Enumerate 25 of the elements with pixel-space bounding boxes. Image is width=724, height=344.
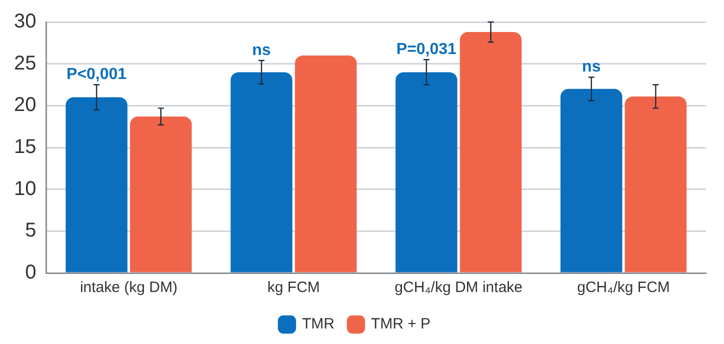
y-tick-label: 5 xyxy=(25,220,36,242)
x-tick-label: intake (kg DM) xyxy=(80,279,178,296)
bar xyxy=(560,88,622,272)
annotation: P=0,031 xyxy=(396,41,457,58)
bar xyxy=(624,96,687,272)
x-tick-label: gCH₄/kg DM intake xyxy=(394,279,523,296)
y-tick-label: 0 xyxy=(25,262,36,284)
bar xyxy=(230,72,292,272)
annotation: ns xyxy=(582,58,601,76)
y-tick-label: 15 xyxy=(14,136,36,158)
bar xyxy=(66,97,128,272)
legend-label: TMR xyxy=(302,316,335,333)
legend-label: TMR + P xyxy=(370,316,431,333)
bar xyxy=(130,116,192,272)
y-tick-label: 25 xyxy=(14,52,36,74)
y-tick-label: 20 xyxy=(14,94,36,116)
bar xyxy=(460,32,522,272)
annotation: ns xyxy=(252,42,271,59)
y-tick-label: 10 xyxy=(14,178,36,200)
bar xyxy=(396,72,458,272)
bar xyxy=(294,55,357,272)
y-tick-label: 30 xyxy=(14,10,36,33)
x-tick-label: kg FCM xyxy=(267,279,320,296)
annotation: P<0,001 xyxy=(66,66,127,84)
x-tick-label: gCH₄/kg FCM xyxy=(577,279,670,296)
